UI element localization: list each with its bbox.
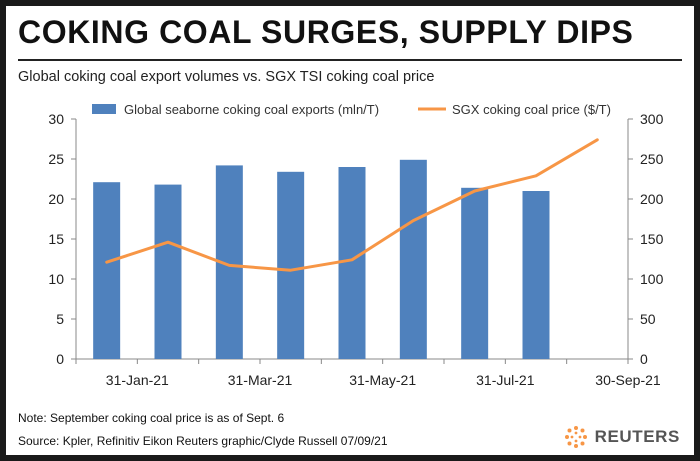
x-tick-label: 30-Sep-21 <box>595 372 661 388</box>
y-right-tick-label: 100 <box>640 271 664 287</box>
data-bar <box>399 159 427 359</box>
x-tick-label: 31-Jan-21 <box>106 372 169 388</box>
legend-label-exports: Global seaborne coking coal exports (mln… <box>124 102 379 117</box>
data-bar <box>522 191 550 359</box>
y-right-tick-label: 0 <box>640 351 648 367</box>
data-bar <box>277 171 305 359</box>
data-bar <box>461 187 489 359</box>
y-right-tick-label: 300 <box>640 111 664 127</box>
x-tick-label: 31-May-21 <box>349 372 416 388</box>
y-right-tick-label: 250 <box>640 151 664 167</box>
reuters-logo: REUTERS <box>563 424 680 450</box>
chart-subtitle: Global coking coal export volumes vs. SG… <box>18 69 435 85</box>
reuters-logo-icon <box>564 426 587 448</box>
reuters-logo-text: REUTERS <box>594 427 680 446</box>
chart-note: Note: September coking coal price is as … <box>18 411 285 425</box>
data-bar <box>93 182 121 359</box>
chart-title: COKING COAL SURGES, SUPPLY DIPS <box>18 14 634 50</box>
price-line <box>105 138 599 272</box>
data-bar <box>154 184 182 359</box>
y-left-tick-label: 0 <box>56 351 64 367</box>
legend-swatch-exports <box>92 104 116 114</box>
chart-source: Source: Kpler, Refinitiv Eikon Reuters g… <box>18 434 388 448</box>
y-left-tick-label: 20 <box>48 191 64 207</box>
y-left-tick-label: 30 <box>48 111 64 127</box>
x-tick-label: 31-Mar-21 <box>228 372 293 388</box>
y-right-tick-label: 150 <box>640 231 664 247</box>
y-right-tick-label: 200 <box>640 191 664 207</box>
title-divider <box>18 59 682 61</box>
y-left-tick-label: 15 <box>48 231 64 247</box>
legend-label-price: SGX coking coal price ($/T) <box>452 102 611 117</box>
y-left-tick-label: 10 <box>48 271 64 287</box>
y-left-tick-label: 25 <box>48 151 64 167</box>
data-bar <box>338 167 366 359</box>
x-tick-label: 31-Jul-21 <box>476 372 535 388</box>
chart-frame: COKING COAL SURGES, SUPPLY DIPS Global c… <box>6 6 694 455</box>
y-right-tick-label: 50 <box>640 311 656 327</box>
y-left-tick-label: 5 <box>56 311 64 327</box>
